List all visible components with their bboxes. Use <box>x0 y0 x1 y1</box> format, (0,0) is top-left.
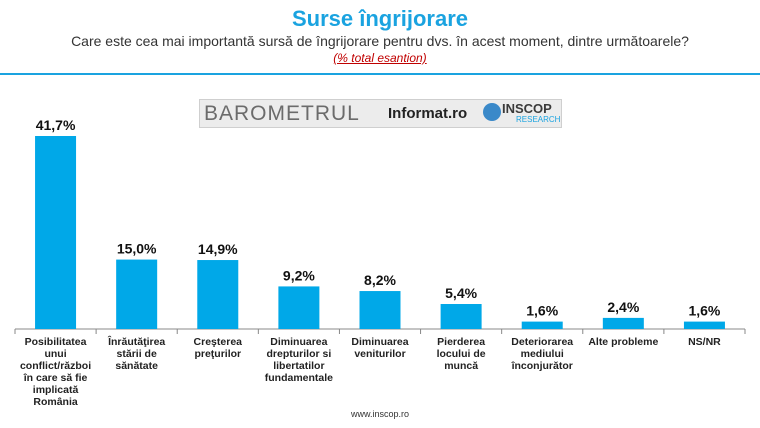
category-label: NS/NR <box>688 336 721 348</box>
chart-title: Surse îngrijorare <box>291 6 469 31</box>
category-label-line: Înrăutăţirea <box>107 335 165 348</box>
bar-value-label: 1,6% <box>688 303 720 319</box>
logo-inscop-text: INSCOP <box>502 101 552 116</box>
category-label-line: Alte probleme <box>588 336 658 348</box>
category-label-line: în care să fie <box>23 372 88 384</box>
bar <box>440 304 482 329</box>
bar <box>683 321 725 329</box>
category-label: Diminuarea drepturilor si libertatilor fund… <box>265 336 333 384</box>
category-label-line: mediului <box>521 348 564 360</box>
logo-barometrul-text: BAROMETRUL <box>204 102 360 125</box>
category-label-line: România <box>33 396 78 408</box>
category-label: Pierderea locului de muncă <box>437 336 486 372</box>
category-label-line: veniturilor <box>354 348 405 360</box>
bar <box>521 321 563 329</box>
logo-research-text: RESEARCH <box>516 115 561 124</box>
category-label-line: unui <box>44 348 66 360</box>
bar-value-label: 9,2% <box>283 267 315 283</box>
bar <box>359 291 401 329</box>
bar-value-label: 15,0% <box>117 241 157 257</box>
bar <box>35 136 77 329</box>
bar <box>278 286 320 329</box>
category-label-line: înconjurător <box>511 360 573 372</box>
chart-subtitle: Care este cea mai importantă sursă de în… <box>71 33 689 49</box>
bar-value-label: 5,4% <box>445 285 477 301</box>
category-label-line: conflict/război <box>20 360 91 372</box>
bar-value-label: 1,6% <box>526 303 558 319</box>
category-label-line: Posibilitatea <box>25 336 87 348</box>
header-divider <box>0 73 760 75</box>
bar <box>602 317 644 329</box>
sample-note: (% total esantion) <box>333 51 427 65</box>
category-label-line: implicată <box>33 384 79 396</box>
bar-value-label: 2,4% <box>607 299 639 315</box>
inscop-mark-icon <box>483 103 501 121</box>
category-label-line: stării de <box>117 348 157 360</box>
category-label-line: Diminuarea <box>270 336 327 348</box>
bar-value-label: 8,2% <box>364 272 396 288</box>
category-label: Alte probleme <box>588 336 658 348</box>
bar-value-label: 41,7% <box>36 117 76 133</box>
category-label: Înrăutăţirea stării de sănătate <box>107 335 165 372</box>
category-label-line: Diminuarea <box>351 336 408 348</box>
category-label-line: locului de <box>437 348 486 360</box>
category-label-line: libertatilor <box>273 360 324 372</box>
category-label-line: preţurilor <box>194 348 241 360</box>
category-label-line: Pierderea <box>437 336 485 348</box>
barometer-logo: BAROMETRUL Informat.ro INSCOP RESEARCH <box>199 99 562 128</box>
category-label-line: sănătate <box>115 360 158 372</box>
bar <box>116 259 158 329</box>
category-label-line: muncă <box>444 360 478 372</box>
category-label-line: NS/NR <box>688 336 721 348</box>
category-label: Deteriorarea mediului înconjurător <box>511 336 574 372</box>
category-label-line: Creşterea <box>194 336 243 348</box>
category-label-line: fundamentale <box>265 372 333 384</box>
logo-informat-text: Informat.ro <box>388 105 468 122</box>
category-label: Posibilitatea unui conflict/război în care … <box>20 336 91 408</box>
category-label-line: Deteriorarea <box>511 336 573 348</box>
category-label: Creşterea preţurilor <box>194 336 243 360</box>
footer-url: www.inscop.ro <box>350 409 410 419</box>
category-label-line: drepturilor si <box>267 348 332 360</box>
bar-value-label: 14,9% <box>198 241 238 257</box>
category-label: Diminuarea veniturilor <box>351 336 408 360</box>
bar <box>197 260 239 329</box>
